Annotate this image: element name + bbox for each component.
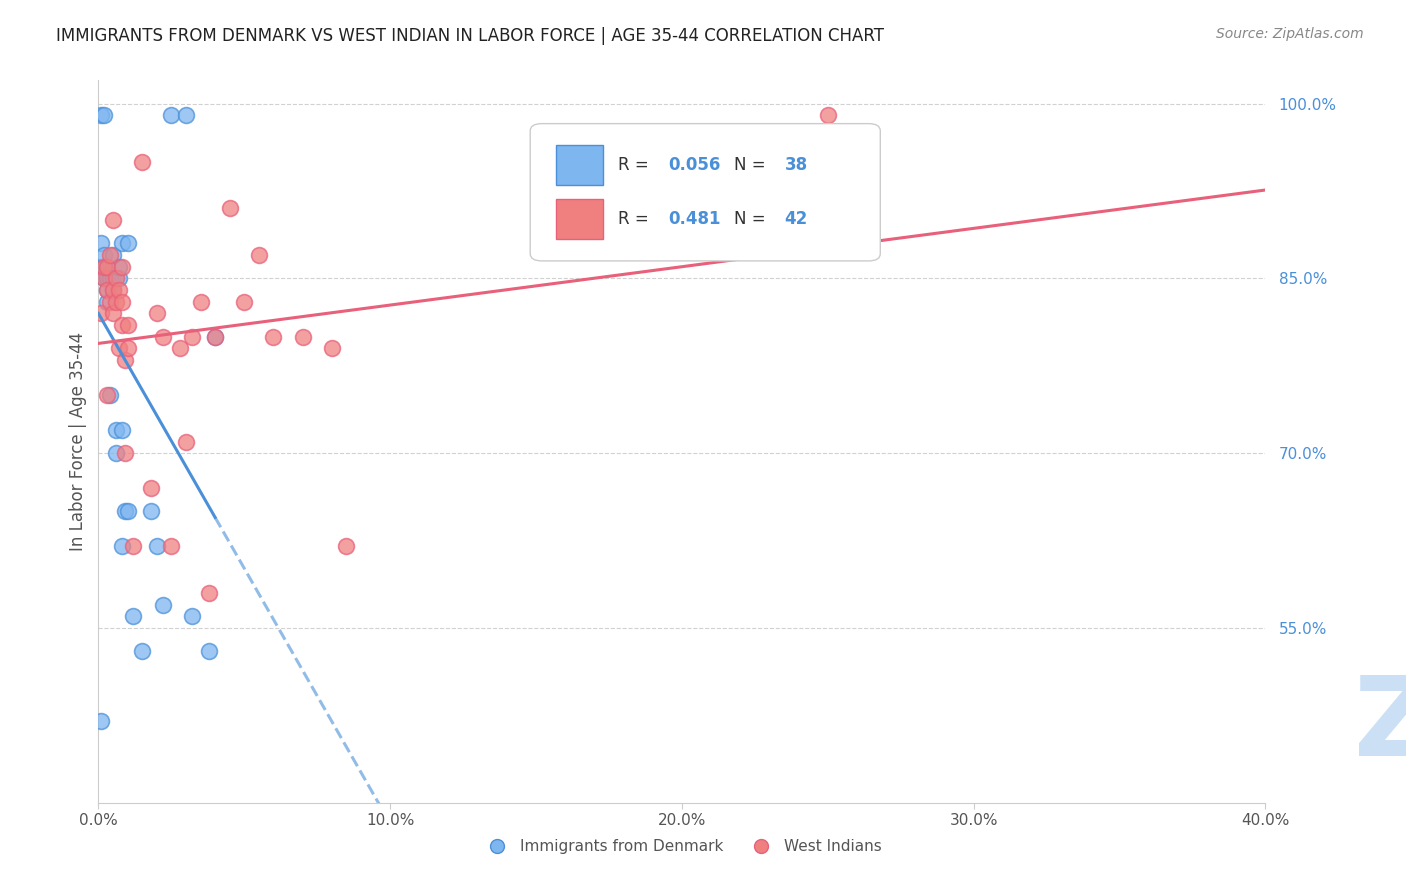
- Point: [111, 318, 134, 332]
- Point: [104, 271, 127, 285]
- Point: [131, 644, 153, 658]
- Point: [90, 108, 112, 122]
- Point: [190, 294, 212, 309]
- Point: [104, 294, 127, 309]
- Point: [96, 283, 118, 297]
- Point: [101, 213, 124, 227]
- Point: [233, 294, 256, 309]
- Point: [114, 353, 136, 368]
- Bar: [555, 145, 603, 185]
- Text: Source: ZipAtlas.com: Source: ZipAtlas.com: [1216, 27, 1364, 41]
- Point: [90, 714, 112, 729]
- Point: [335, 540, 357, 554]
- Point: [817, 108, 839, 122]
- Text: IMMIGRANTS FROM DENMARK VS WEST INDIAN IN LABOR FORCE | AGE 35-44 CORRELATION CH: IMMIGRANTS FROM DENMARK VS WEST INDIAN I…: [56, 27, 884, 45]
- Point: [90, 260, 112, 274]
- Point: [321, 341, 343, 355]
- Text: 0.056: 0.056: [668, 156, 720, 174]
- Point: [198, 644, 221, 658]
- Point: [180, 609, 202, 624]
- Point: [93, 248, 115, 262]
- Point: [198, 586, 221, 600]
- Point: [108, 283, 131, 297]
- Point: [90, 306, 112, 320]
- Text: R =: R =: [617, 210, 654, 228]
- Point: [96, 260, 118, 274]
- Point: [90, 236, 112, 251]
- Point: [204, 329, 226, 343]
- Point: [174, 108, 197, 122]
- Point: [247, 248, 270, 262]
- Point: [117, 318, 139, 332]
- Point: [101, 283, 124, 297]
- Point: [160, 108, 183, 122]
- Point: [114, 504, 136, 518]
- Point: [93, 271, 115, 285]
- Point: [122, 609, 145, 624]
- Point: [180, 329, 202, 343]
- Point: [117, 236, 139, 251]
- Y-axis label: In Labor Force | Age 35-44: In Labor Force | Age 35-44: [69, 332, 87, 551]
- Point: [291, 329, 314, 343]
- Point: [101, 271, 124, 285]
- Point: [152, 329, 174, 343]
- Point: [104, 423, 127, 437]
- Point: [111, 236, 134, 251]
- Point: [139, 481, 162, 495]
- Point: [96, 260, 118, 274]
- Point: [204, 329, 226, 343]
- Point: [122, 540, 145, 554]
- Point: [160, 540, 183, 554]
- Point: [218, 202, 240, 216]
- Point: [96, 388, 118, 402]
- Point: [111, 423, 134, 437]
- Legend: Immigrants from Denmark, West Indians: Immigrants from Denmark, West Indians: [475, 833, 889, 860]
- Point: [96, 271, 118, 285]
- Text: N =: N =: [734, 210, 772, 228]
- Text: ZIP: ZIP: [1354, 673, 1406, 780]
- Point: [96, 294, 118, 309]
- Point: [96, 271, 118, 285]
- Point: [111, 294, 134, 309]
- Text: R =: R =: [617, 156, 654, 174]
- Point: [93, 260, 115, 274]
- Point: [169, 341, 191, 355]
- Point: [93, 260, 115, 274]
- Point: [111, 540, 134, 554]
- Point: [93, 271, 115, 285]
- Point: [96, 283, 118, 297]
- Point: [146, 306, 169, 320]
- Point: [262, 329, 284, 343]
- Point: [101, 283, 124, 297]
- Point: [111, 260, 134, 274]
- Point: [101, 306, 124, 320]
- Text: N =: N =: [734, 156, 772, 174]
- Point: [152, 598, 174, 612]
- Point: [114, 446, 136, 460]
- FancyBboxPatch shape: [530, 124, 880, 260]
- Text: 42: 42: [785, 210, 808, 228]
- Point: [117, 341, 139, 355]
- Point: [131, 154, 153, 169]
- Point: [101, 248, 124, 262]
- Point: [108, 260, 131, 274]
- Point: [139, 504, 162, 518]
- Point: [104, 446, 127, 460]
- Point: [98, 294, 121, 309]
- Point: [117, 504, 139, 518]
- Point: [108, 341, 131, 355]
- Bar: [555, 200, 603, 239]
- Point: [98, 248, 121, 262]
- Point: [174, 434, 197, 449]
- Point: [108, 271, 131, 285]
- Point: [98, 271, 121, 285]
- Text: 0.481: 0.481: [668, 210, 720, 228]
- Point: [93, 108, 115, 122]
- Point: [146, 540, 169, 554]
- Point: [98, 388, 121, 402]
- Text: 38: 38: [785, 156, 807, 174]
